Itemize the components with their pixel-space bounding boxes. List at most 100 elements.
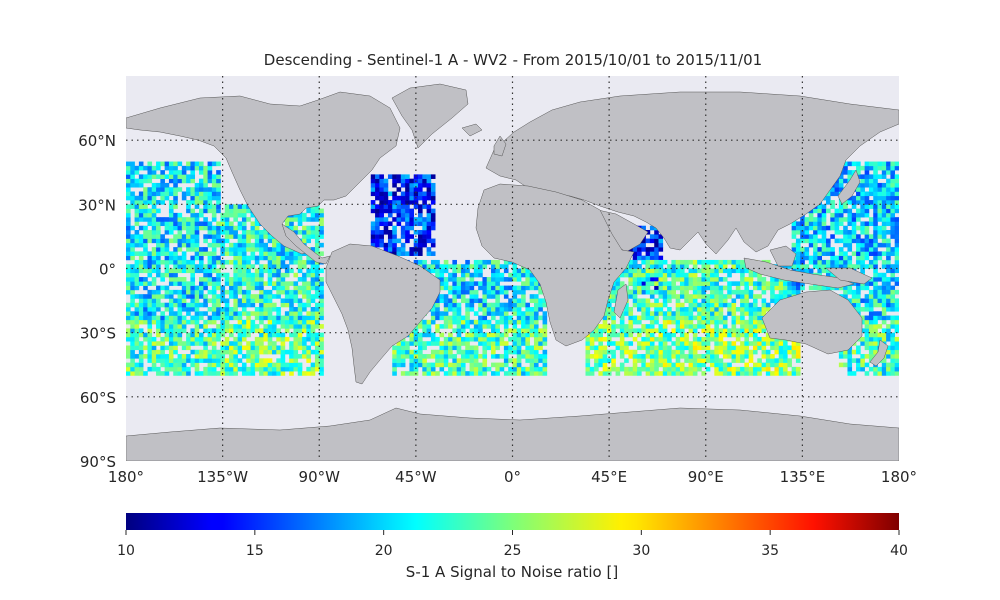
snr-cell — [697, 362, 702, 368]
snr-cell — [426, 366, 432, 372]
snr-cell — [173, 362, 178, 368]
snr-cell — [173, 264, 178, 269]
snr-cell — [254, 354, 260, 359]
snr-cell — [319, 371, 324, 376]
snr-cell — [138, 178, 144, 184]
snr-cell — [632, 289, 638, 295]
snr-cell — [697, 366, 702, 372]
snr-cell — [843, 225, 848, 231]
snr-cell — [186, 281, 191, 286]
snr-cell — [259, 307, 264, 312]
snr-cell — [795, 264, 801, 269]
snr-cell — [375, 195, 380, 201]
snr-cell — [856, 298, 861, 304]
snr-cell — [160, 174, 165, 179]
snr-cell — [207, 178, 213, 184]
snr-cell — [645, 332, 651, 338]
snr-cell — [632, 315, 638, 321]
snr-cell — [207, 371, 213, 376]
snr-cell — [864, 264, 870, 269]
snr-cell — [276, 272, 281, 278]
snr-cell — [529, 319, 535, 325]
snr-cell — [186, 366, 191, 372]
snr-cell — [838, 264, 844, 269]
snr-cell — [405, 195, 410, 201]
snr-cell — [658, 289, 664, 295]
snr-cell — [817, 225, 822, 231]
snr-cell — [890, 336, 896, 342]
snr-cell — [722, 332, 728, 338]
snr-cell — [637, 307, 642, 312]
snr-cell — [241, 268, 247, 274]
snr-cell — [181, 234, 187, 239]
snr-cell — [164, 221, 170, 227]
snr-cell — [186, 371, 191, 376]
snr-cell — [224, 336, 230, 342]
snr-cell — [533, 341, 539, 346]
snr-cell — [684, 366, 689, 372]
snr-cell — [761, 302, 767, 308]
snr-cell — [426, 328, 432, 333]
snr-cell — [478, 281, 483, 286]
snr-cell — [821, 221, 827, 227]
snr-cell — [503, 358, 509, 363]
snr-cell — [722, 285, 728, 291]
snr-cell — [469, 362, 475, 368]
snr-cell — [465, 349, 470, 355]
snr-cell — [190, 281, 196, 286]
snr-cell — [319, 332, 324, 338]
snr-cell — [237, 285, 243, 291]
snr-cell — [250, 366, 256, 372]
snr-cell — [503, 332, 509, 338]
snr-cell — [516, 285, 522, 291]
snr-cell — [199, 281, 204, 286]
snr-cell — [181, 242, 187, 248]
snr-cell — [203, 298, 208, 304]
snr-cell — [418, 247, 423, 252]
snr-cell — [641, 324, 646, 329]
snr-cell — [499, 285, 505, 291]
snr-cell — [521, 289, 526, 295]
snr-cell — [383, 195, 389, 201]
snr-cell — [856, 187, 861, 192]
snr-cell — [400, 191, 406, 197]
snr-cell — [890, 212, 896, 218]
snr-cell — [856, 345, 861, 351]
snr-cell — [151, 259, 157, 265]
snr-cell — [877, 165, 883, 171]
snr-cell — [319, 225, 324, 231]
snr-cell — [482, 285, 488, 291]
snr-cell — [181, 170, 187, 175]
snr-cell — [787, 349, 792, 355]
snr-cell — [181, 195, 187, 201]
snr-cell — [632, 264, 638, 269]
snr-cell — [662, 298, 668, 304]
snr-cell — [705, 366, 711, 372]
snr-cell — [692, 362, 698, 368]
snr-cell — [881, 191, 887, 197]
snr-cell — [207, 272, 213, 278]
snr-cell — [727, 302, 732, 308]
snr-cell — [710, 281, 715, 286]
snr-cell — [611, 349, 616, 355]
snr-cell — [757, 315, 762, 321]
snr-cell — [748, 268, 754, 274]
snr-cell — [314, 307, 320, 312]
snr-cell — [503, 319, 509, 325]
snr-cell — [284, 264, 290, 269]
snr-cell — [538, 302, 543, 308]
snr-cell — [658, 247, 664, 252]
snr-cell — [881, 225, 887, 231]
snr-cell — [134, 217, 140, 222]
snr-cell — [667, 281, 672, 286]
snr-cell — [430, 268, 436, 274]
snr-cell — [757, 328, 762, 333]
snr-cell — [722, 277, 728, 282]
snr-cell — [881, 277, 887, 282]
snr-cell — [430, 182, 436, 188]
snr-cell — [430, 366, 436, 372]
snr-cell — [181, 328, 187, 333]
snr-cell — [478, 268, 483, 274]
snr-cell — [856, 294, 861, 299]
snr-cell — [173, 315, 178, 321]
